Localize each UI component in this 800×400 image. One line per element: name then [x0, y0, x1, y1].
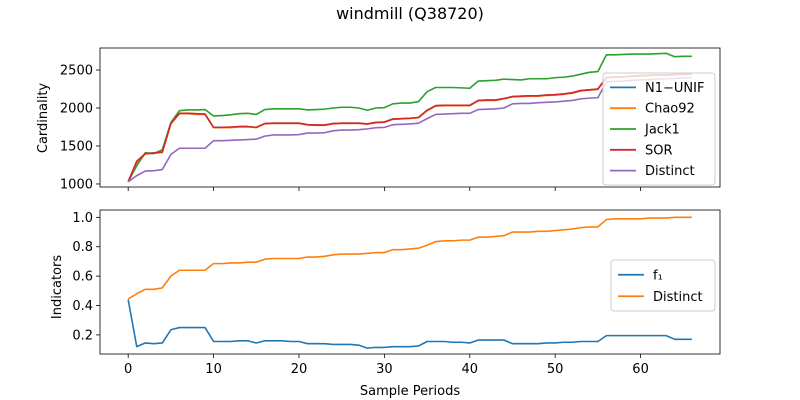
top-y-tick-label-0: 1000	[60, 177, 93, 192]
top-y-tick-label-3: 2500	[60, 64, 93, 79]
top-y-tick-label-2: 2000	[60, 102, 93, 117]
x-axis-label: Sample Periods	[360, 384, 460, 399]
bottom-y-tick-label-0: 0.2	[72, 328, 93, 343]
top-legend-label-0: N1−UNIF	[645, 81, 704, 96]
top-legend-label-1: Chao92	[645, 102, 695, 117]
bottom-y-tick-label-1: 0.4	[72, 299, 93, 314]
top-y-tick-label-1: 1500	[60, 139, 93, 154]
bottom-panel: 0 10 20 30 40 50 60 0.2 0.4 0.6 0.8 1.0 f₁ Distinct I…	[50, 209, 721, 377]
bottom-plot-frame	[99, 209, 721, 355]
bottom-legend-box	[610, 259, 716, 312]
top-legend-label-4: Distinct	[645, 164, 695, 179]
bottom-legend-label-0: f₁	[653, 268, 663, 283]
top-plot-area: 1000 1500 2000 2500 N1−UNIF Chao92 Jack1 SOR Dis…	[60, 47, 721, 192]
bottom-plot-area: 0 10 20 30 40 50 60 0.2 0.4 0.6 0.8 1.0 f₁ Distinct	[72, 209, 721, 377]
bottom-legend: f₁ Distinct	[610, 259, 716, 312]
top-series-line-4	[127, 76, 692, 183]
bottom-series-line-0	[127, 299, 692, 349]
top-plot-frame	[99, 47, 721, 188]
x-tick-label-2: 20	[291, 362, 308, 377]
top-series-line-3	[127, 73, 692, 182]
bottom-y-tick-label-3: 0.8	[72, 240, 93, 255]
top-y-axis-label: Cardinality	[36, 83, 51, 154]
top-legend-label-3: SOR	[645, 143, 673, 158]
x-tick-label-5: 50	[547, 362, 564, 377]
x-tick-label-6: 60	[632, 362, 649, 377]
bottom-legend-label-1: Distinct	[653, 290, 703, 305]
bottom-y-axis-label: Indicators	[50, 255, 65, 319]
bottom-y-tick-label-2: 0.6	[72, 270, 93, 285]
top-series-line-2	[127, 52, 692, 183]
x-tick-label-3: 30	[376, 362, 393, 377]
top-legend-label-2: Jack1	[644, 123, 680, 138]
bottom-y-tick-label-4: 1.0	[72, 211, 93, 226]
x-tick-label-4: 40	[462, 362, 479, 377]
top-legend: N1−UNIF Chao92 Jack1 SOR Distinct	[602, 72, 716, 186]
top-legend-box	[602, 72, 716, 186]
bottom-series-line-1	[127, 216, 692, 300]
chart-title: windmill (Q38720)	[336, 4, 484, 23]
x-tick-label-1: 10	[205, 362, 222, 377]
x-tick-label-0: 0	[124, 362, 132, 377]
top-panel: 1000 1500 2000 2500 N1−UNIF Chao92 Jack1 SOR Dis…	[36, 47, 721, 192]
